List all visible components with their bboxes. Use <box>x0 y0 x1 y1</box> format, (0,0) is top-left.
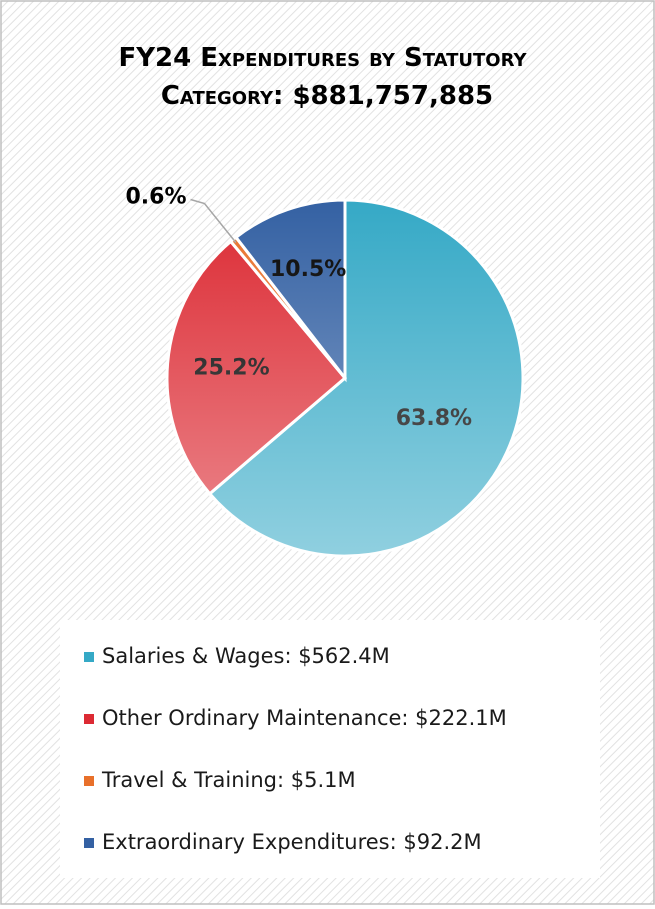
legend-label: Travel & Training: $5.1M <box>101 768 356 792</box>
legend-box <box>60 620 600 878</box>
chart-title: FY24 Expenditures by Statutory Category:… <box>118 43 535 111</box>
legend-label: Salaries & Wages: $562.4M <box>102 644 390 668</box>
data-label: 0.6% <box>125 185 186 210</box>
data-label: 10.5% <box>270 257 346 282</box>
legend-label: Extraordinary Expenditures: $92.2M <box>102 830 482 854</box>
legend-marker <box>84 838 94 848</box>
legend-label: Other Ordinary Maintenance: $222.1M <box>102 706 507 730</box>
legend-marker <box>84 714 94 724</box>
data-label: 25.2% <box>193 356 269 381</box>
legend-marker <box>84 776 94 786</box>
legend-marker <box>84 652 94 662</box>
data-label: 63.8% <box>396 406 472 431</box>
